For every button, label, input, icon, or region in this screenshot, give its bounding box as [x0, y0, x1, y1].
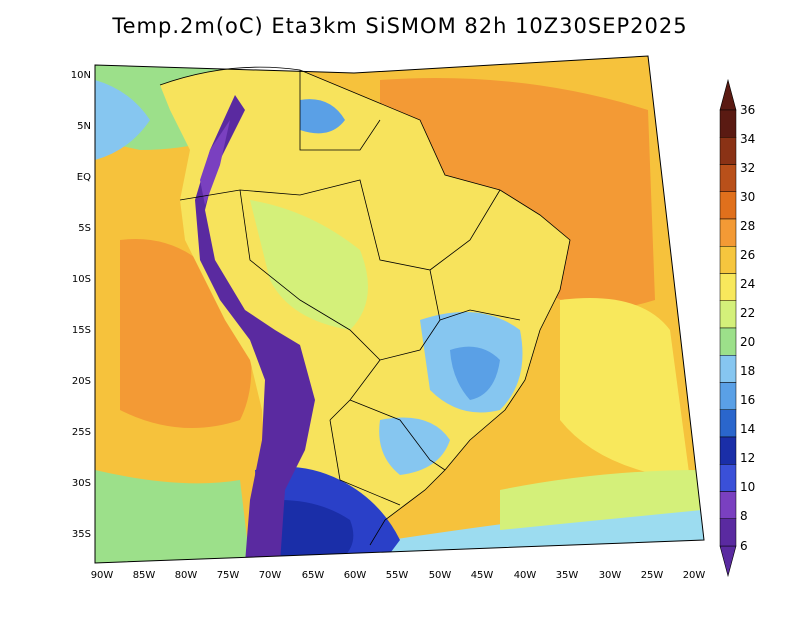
warm-atlantic-region [380, 78, 655, 309]
colorbar-swatch [719, 436, 737, 465]
colorbar-label: 6 [740, 539, 748, 553]
colorbar-label: 14 [740, 422, 755, 436]
lon-label: 40W [514, 570, 537, 581]
colorbar-swatch [719, 409, 737, 438]
lon-label: 65W [302, 570, 325, 581]
south-pacific-cool [95, 470, 250, 563]
colorbar-swatch [719, 518, 737, 547]
colorbar-swatch [719, 382, 737, 410]
colorbar-top-arrow [719, 78, 737, 111]
colorbar-label: 10 [740, 480, 755, 494]
colorbar-swatch [719, 109, 737, 138]
lat-label: EQ [77, 172, 91, 183]
guiana-highlands-cool [300, 99, 345, 134]
southern-cone-colder [270, 500, 354, 560]
colorbar-label: 8 [740, 509, 748, 523]
lon-label: 30W [599, 570, 622, 581]
colorbar-label: 22 [740, 306, 755, 320]
lat-label: 20S [72, 376, 91, 387]
lon-label: 60W [344, 570, 367, 581]
colorbar-swatch [719, 218, 737, 247]
lon-label: 75W [217, 570, 240, 581]
colorbar-label: 26 [740, 248, 755, 262]
longitude-axis: 90W 85W 80W 75W 70W 65W 60W 55W 50W 45W … [91, 570, 706, 581]
colorbar-swatch [719, 300, 737, 329]
colorbar-swatch [719, 491, 737, 519]
colorbar-label: 36 [740, 103, 755, 117]
lon-label: 85W [133, 570, 156, 581]
colorbar-label: 18 [740, 364, 755, 378]
colorbar-swatch [719, 355, 737, 383]
lat-label: 25S [72, 427, 91, 438]
colorbar-label: 12 [740, 451, 755, 465]
lat-label: 10N [71, 70, 91, 81]
lon-label: 25W [641, 570, 664, 581]
amazon-mild-region [250, 200, 368, 330]
lon-label: 20W [683, 570, 706, 581]
colorbar-label: 34 [740, 132, 755, 146]
lon-label: 45W [471, 570, 494, 581]
south-america-landmass [160, 67, 570, 560]
colorbar-label: 16 [740, 393, 755, 407]
lat-label: 30S [72, 478, 91, 489]
map-frame [94, 55, 705, 564]
colorbar-swatch [719, 273, 737, 301]
colorbar-swatch [719, 246, 737, 274]
lon-label: 55W [386, 570, 409, 581]
lon-label: 90W [91, 570, 114, 581]
lon-label: 35W [556, 570, 579, 581]
lat-label: 5N [77, 121, 91, 132]
pacific-cool-patch [95, 80, 150, 160]
latitude-axis: 10N 5N EQ 5S 10S 15S 20S 25S 30S 35S [71, 70, 91, 540]
map-title: Temp.2m(oC) Eta3km SiSMOM 82h 10Z30SEP20… [112, 14, 688, 38]
colorbar-label: 20 [740, 335, 755, 349]
country-boundaries [159, 66, 571, 546]
colorbar-swatch [719, 164, 737, 192]
south-atlantic-mild [500, 470, 702, 530]
colorbar-swatch [719, 464, 737, 492]
colorbar-label: 28 [740, 219, 755, 233]
colorbar-swatch [719, 327, 737, 356]
andes-cold-ridge [195, 95, 315, 563]
lat-label: 5S [78, 223, 91, 234]
lon-label: 80W [175, 570, 198, 581]
colorbar-label: 24 [740, 277, 755, 291]
colorbar-swatch [719, 191, 737, 220]
colorbar-label: 32 [740, 161, 755, 175]
colorbar-bottom-arrow [719, 545, 737, 578]
lat-label: 10S [72, 274, 91, 285]
temperature-field [95, 56, 704, 563]
colorbar-label: 30 [740, 190, 755, 204]
colorbar: 36 34 32 30 28 26 24 22 20 18 16 14 12 1… [719, 78, 755, 578]
northern-andes [200, 120, 230, 205]
colorbar-swatch [719, 137, 737, 165]
lon-label: 50W [429, 570, 452, 581]
southeast-cold-core [450, 346, 500, 400]
south-brazil-cool [379, 417, 450, 475]
lat-label: 15S [72, 325, 91, 336]
lon-label: 70W [259, 570, 282, 581]
cool-atlantic-region [560, 298, 690, 480]
lat-label: 35S [72, 529, 91, 540]
